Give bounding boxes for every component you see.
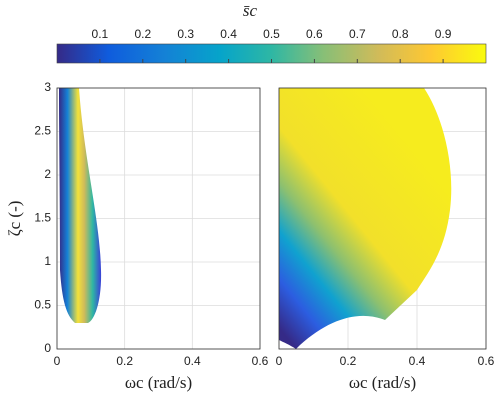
colorbar-label: s̄c	[243, 1, 258, 20]
colorbar-tick-label: 0.3	[177, 27, 194, 41]
axes-frame	[56, 87, 261, 350]
y-tick-label: 1	[44, 254, 51, 268]
colorbar-tick-label: 0.7	[349, 27, 366, 41]
colorbar-tick-label: 0.9	[435, 27, 452, 41]
y-tick-label: 1.5	[34, 211, 51, 225]
heatmap-region	[59, 88, 102, 323]
x-tick-label: 0	[54, 354, 61, 368]
x-tick-label: 0.4	[409, 354, 426, 368]
x-tick-label: 0.2	[340, 354, 357, 368]
y-tick-label: 0.5	[34, 298, 51, 312]
y-axis-label: ζc (-)	[5, 201, 24, 237]
colorbar-tick-label: 0.5	[263, 27, 280, 41]
x-tick-label: 0.6	[252, 354, 269, 368]
axes-frame	[278, 87, 487, 350]
colorbar-tick-label: 0.1	[92, 27, 109, 41]
x-tick-label: 0	[276, 354, 283, 368]
y-tick-label: 2.5	[34, 124, 51, 138]
y-tick-label: 0	[44, 341, 51, 355]
x-tick-label: 0.2	[116, 354, 133, 368]
colorbar-tick-label: 0.6	[306, 27, 323, 41]
x-tick-label: 0.4	[184, 354, 201, 368]
x-tick-label: 0.6	[478, 354, 495, 368]
x-axis-label: ωc (rad/s)	[125, 373, 192, 392]
x-axis-label: ωc (rad/s)	[349, 373, 416, 392]
heatmap-region	[279, 88, 452, 349]
colorbar-tick-label: 0.4	[220, 27, 237, 41]
colorbar-tick-label: 0.8	[392, 27, 409, 41]
y-tick-label: 3	[44, 80, 51, 94]
y-tick-label: 2	[44, 167, 51, 181]
colorbar-tick-label: 0.2	[134, 27, 151, 41]
